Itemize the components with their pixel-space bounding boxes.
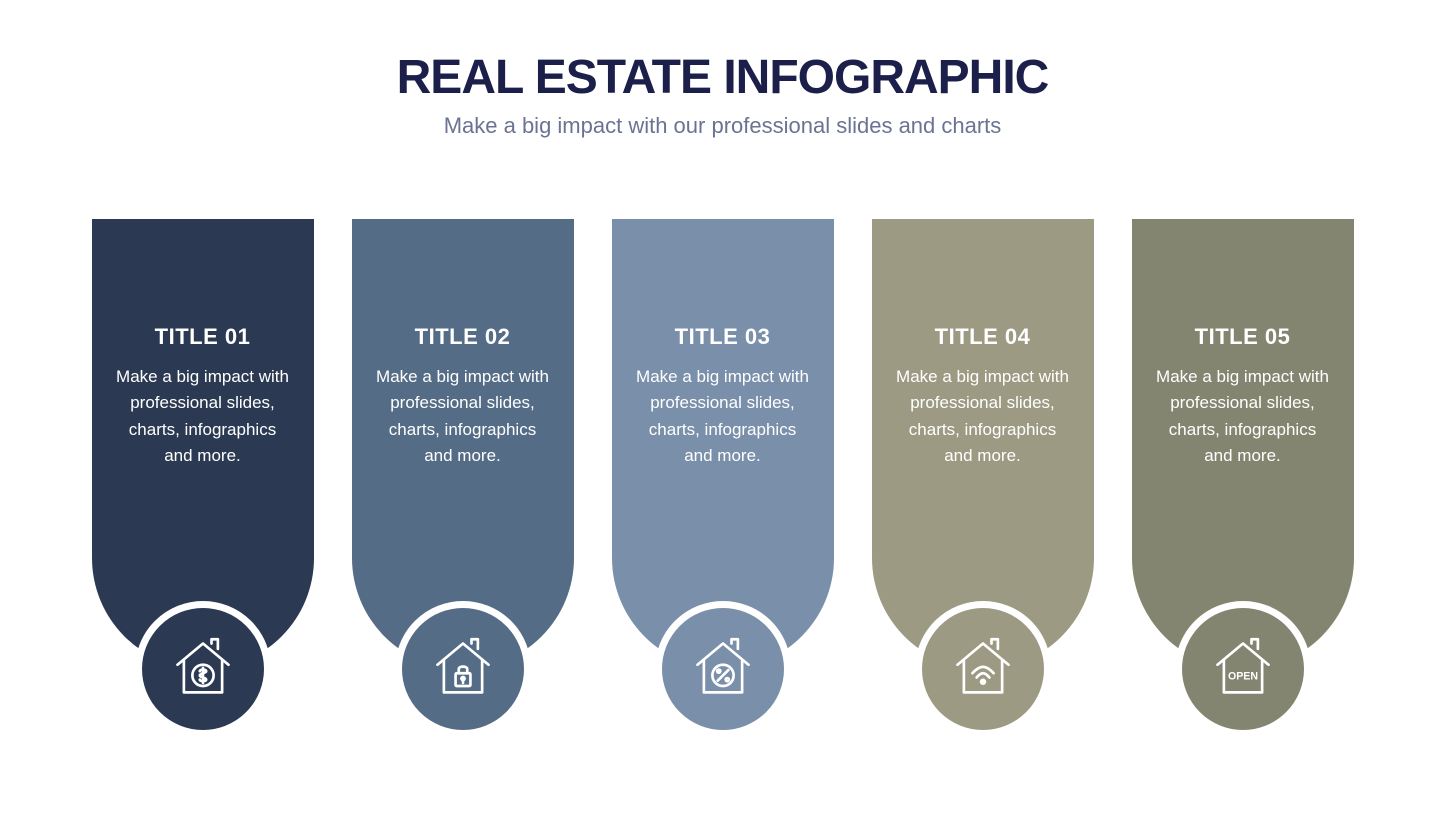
card-title-5: TITLE 05	[1154, 324, 1332, 350]
card-title-2: TITLE 02	[374, 324, 552, 350]
card-title-1: TITLE 01	[114, 324, 292, 350]
icon-circle-3	[655, 601, 791, 737]
card-desc-2: Make a big impact with professional slid…	[374, 364, 552, 469]
card-desc-5: Make a big impact with professional slid…	[1154, 364, 1332, 469]
house-lock-icon	[429, 635, 497, 703]
icon-circle-2	[395, 601, 531, 737]
house-open-icon: OPEN	[1209, 635, 1277, 703]
card-4: TITLE 04 Make a big impact with professi…	[872, 219, 1094, 669]
card-title-3: TITLE 03	[634, 324, 812, 350]
page-subtitle: Make a big impact with our professional …	[0, 113, 1445, 139]
card-1: TITLE 01 Make a big impact with professi…	[92, 219, 314, 669]
icon-circle-5: OPEN	[1175, 601, 1311, 737]
house-percent-icon	[689, 635, 757, 703]
cards-row: TITLE 01 Make a big impact with professi…	[0, 219, 1445, 669]
icon-circle-1	[135, 601, 271, 737]
card-5: TITLE 05 Make a big impact with professi…	[1132, 219, 1354, 669]
house-dollar-icon	[169, 635, 237, 703]
card-3: TITLE 03 Make a big impact with professi…	[612, 219, 834, 669]
card-desc-1: Make a big impact with professional slid…	[114, 364, 292, 469]
icon-circle-4	[915, 601, 1051, 737]
card-title-4: TITLE 04	[894, 324, 1072, 350]
header: REAL ESTATE INFOGRAPHIC Make a big impac…	[0, 0, 1445, 139]
card-desc-3: Make a big impact with professional slid…	[634, 364, 812, 469]
svg-text:OPEN: OPEN	[1227, 671, 1257, 683]
card-desc-4: Make a big impact with professional slid…	[894, 364, 1072, 469]
card-2: TITLE 02 Make a big impact with professi…	[352, 219, 574, 669]
house-wifi-icon	[949, 635, 1017, 703]
page-title: REAL ESTATE INFOGRAPHIC	[0, 50, 1445, 105]
